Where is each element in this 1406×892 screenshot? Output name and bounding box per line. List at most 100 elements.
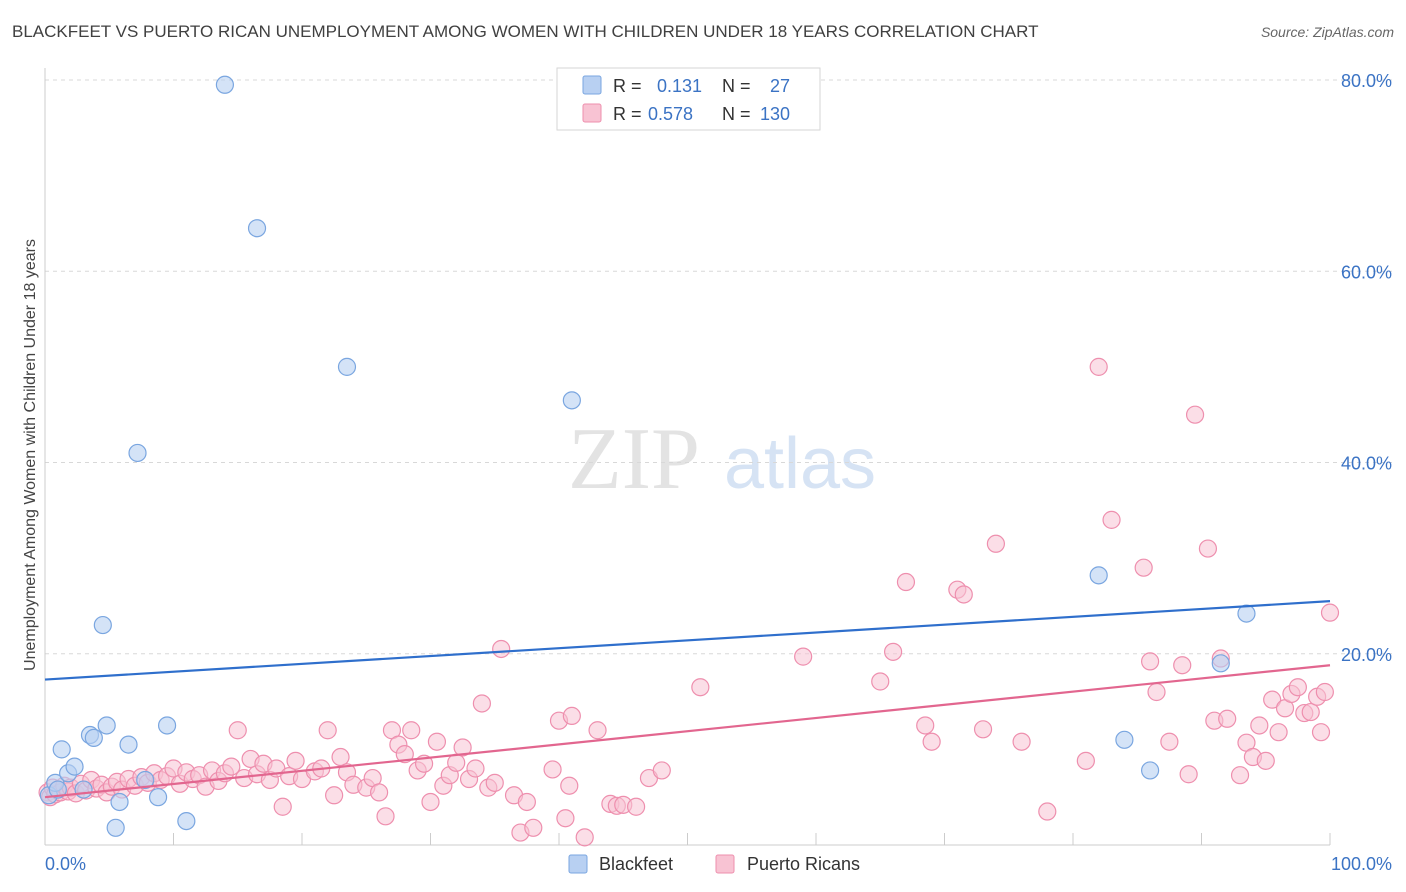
puerto-ricans-point-114 — [1179, 765, 1198, 784]
puerto-ricans-point-60 — [395, 745, 414, 764]
blackfeet-point-13 — [119, 735, 138, 754]
blackfeet-point-12 — [110, 792, 129, 812]
legend-r-value-puerto-ricans: 0.578 — [648, 104, 693, 124]
blackfeet-point-27 — [1237, 604, 1256, 623]
puerto-ricans-trend-line — [44, 664, 1331, 799]
puerto-ricans-point-96 — [883, 642, 903, 661]
blackfeet-point-22 — [562, 391, 581, 410]
puerto-ricans-point-116 — [1198, 539, 1218, 558]
watermark-atlas: atlas — [724, 424, 876, 504]
puerto-ricans-point-74 — [485, 773, 504, 792]
legend-r-value-blackfeet: 0.131 — [657, 76, 702, 96]
blackfeet-point-6 — [74, 780, 93, 799]
puerto-ricans-point-111 — [1147, 682, 1166, 702]
puerto-ricans-point-103 — [986, 534, 1006, 553]
y-tick-label-1: 40.0% — [1341, 454, 1392, 474]
puerto-ricans-point-115 — [1185, 405, 1205, 424]
puerto-ricans-point-85 — [575, 828, 594, 847]
puerto-ricans-point-84 — [562, 706, 581, 726]
puerto-ricans-point-86 — [588, 721, 607, 740]
legend-r-label-blackfeet: R = — [613, 76, 642, 96]
puerto-ricans-point-82 — [556, 809, 575, 828]
y-axis-label: Unemployment Among Women with Children U… — [22, 239, 39, 671]
blackfeet-point-8 — [84, 728, 103, 748]
y-tick-label-2: 60.0% — [1341, 262, 1392, 282]
puerto-ricans-point-124 — [1256, 751, 1275, 770]
puerto-ricans-point-36 — [228, 721, 247, 740]
puerto-ricans-point-78 — [517, 792, 536, 812]
puerto-ricans-point-49 — [318, 721, 337, 740]
puerto-ricans-point-99 — [922, 732, 941, 751]
puerto-ricans-point-35 — [222, 757, 241, 776]
puerto-ricans-point-56 — [370, 783, 389, 802]
y-tick-label-3: 80.0% — [1341, 71, 1392, 91]
puerto-ricans-point-105 — [1038, 802, 1057, 821]
y-tick-label-0: 20.0% — [1341, 645, 1392, 665]
legend-swatch-puerto-ricans — [582, 103, 602, 123]
puerto-ricans-point-75 — [492, 639, 511, 659]
puerto-ricans-point-95 — [871, 672, 890, 691]
puerto-ricans-point-125 — [1263, 690, 1282, 709]
bottom-legend: Blackfeet Puerto Ricans — [568, 854, 860, 874]
puerto-ricans-point-80 — [543, 760, 562, 779]
puerto-ricans-point-57 — [376, 807, 395, 826]
puerto-ricans-point-119 — [1218, 709, 1237, 728]
ticks: 20.0% 40.0% 60.0% 80.0% 0.0% 100.0% — [45, 71, 1392, 874]
blackfeet-point-2 — [48, 780, 67, 799]
blackfeet-points — [39, 75, 1256, 837]
puerto-ricans-point-90 — [626, 797, 646, 816]
puerto-ricans-point-134 — [1315, 682, 1334, 702]
puerto-ricans-point-112 — [1160, 732, 1179, 751]
puerto-ricans-point-71 — [466, 759, 485, 778]
puerto-ricans-point-101 — [954, 585, 973, 604]
puerto-ricans-point-64 — [421, 792, 440, 812]
puerto-ricans-point-69 — [453, 738, 472, 757]
legend-n-value-puerto-ricans: 130 — [760, 104, 790, 124]
puerto-ricans-point-51 — [331, 747, 350, 767]
chart-title: BLACKFEET VS PUERTO RICAN UNEMPLOYMENT A… — [12, 22, 1039, 41]
blackfeet-point-25 — [1140, 761, 1160, 780]
blackfeet-point-14 — [128, 443, 147, 463]
blackfeet-point-23 — [1089, 566, 1108, 585]
puerto-ricans-point-110 — [1140, 652, 1160, 671]
puerto-ricans-point-131 — [1301, 702, 1320, 722]
puerto-ricans-point-97 — [896, 572, 916, 592]
puerto-ricans-point-104 — [1012, 732, 1031, 751]
bottom-legend-label-puerto-ricans: Puerto Ricans — [747, 854, 860, 874]
puerto-ricans-point-79 — [524, 818, 543, 837]
puerto-ricans-point-120 — [1230, 766, 1250, 785]
blackfeet-point-15 — [136, 770, 155, 790]
legend-n-label-blackfeet: N = — [722, 76, 751, 96]
blackfeet-point-24 — [1115, 730, 1134, 749]
puerto-ricans-point-107 — [1089, 357, 1108, 376]
puerto-ricans-point-92 — [652, 761, 671, 780]
trend-lines — [44, 600, 1331, 799]
axes — [44, 68, 1331, 846]
blackfeet-point-20 — [247, 219, 267, 238]
legend-swatch-blackfeet — [582, 75, 602, 95]
puerto-ricans-point-61 — [402, 721, 421, 740]
puerto-ricans-point-129 — [1288, 678, 1307, 697]
gridlines — [45, 79, 1392, 655]
legend-n-label-puerto-ricans: N = — [722, 104, 751, 124]
puerto-ricans-point-65 — [427, 732, 447, 751]
puerto-ricans-point-133 — [1311, 723, 1331, 742]
puerto-ricans-point-108 — [1102, 510, 1121, 529]
blackfeet-point-26 — [1211, 654, 1230, 673]
puerto-ricans-point-123 — [1250, 716, 1269, 735]
puerto-ricans-point-113 — [1173, 656, 1192, 675]
blackfeet-point-3 — [52, 740, 71, 759]
blackfeet-point-16 — [148, 788, 168, 807]
blackfeet-point-21 — [337, 357, 357, 376]
blackfeet-point-17 — [157, 716, 177, 735]
legend: R = 0.131 N = 27 R = 0.578 N = 130 — [556, 67, 821, 131]
puerto-ricans-points — [38, 357, 1340, 847]
puerto-ricans-point-45 — [286, 751, 305, 770]
chart-source: Source: ZipAtlas.com — [1260, 24, 1394, 40]
x-tick-label-1: 100.0% — [1331, 854, 1392, 874]
puerto-ricans-point-135 — [1320, 603, 1340, 622]
puerto-ricans-point-109 — [1134, 558, 1153, 577]
puerto-ricans-point-98 — [916, 716, 935, 735]
puerto-ricans-point-68 — [447, 753, 466, 772]
